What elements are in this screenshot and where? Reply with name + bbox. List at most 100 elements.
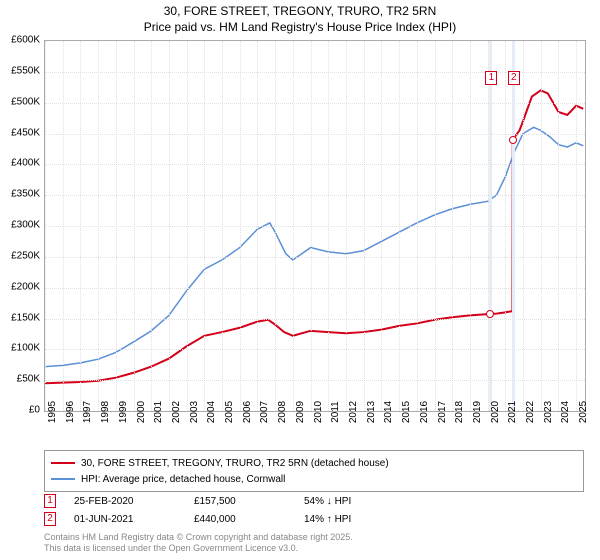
y-tick-label: £200K [11,281,40,292]
footer-attribution: Contains HM Land Registry data © Crown c… [44,532,353,554]
footer-line1: Contains HM Land Registry data © Crown c… [44,532,353,543]
x-tick-label: 2024 [560,401,571,423]
event-point-marker [509,136,517,144]
gridline-v [275,41,276,411]
annotation-row: 2 01-JUN-2021£440,00014% ↑ HPI [44,510,584,528]
gridline-h [45,288,585,289]
chart-title-block: 30, FORE STREET, TREGONY, TRURO, TR2 5RN… [0,0,600,35]
x-tick-label: 2001 [153,401,164,423]
gridline-h [45,257,585,258]
y-tick-label: £500K [11,96,40,107]
event-highlight-band [489,41,492,411]
gridline-h [45,72,585,73]
legend-label: 30, FORE STREET, TREGONY, TRURO, TR2 5RN… [81,458,389,469]
legend-row: HPI: Average price, detached house, Corn… [51,471,577,487]
x-tick-label: 2023 [543,401,554,423]
gridline-v [523,41,524,411]
annotation-date: 25-FEB-2020 [74,496,194,507]
gridline-h [45,164,585,165]
gridline-v [328,41,329,411]
x-tick-label: 2021 [507,401,518,423]
annotation-marker: 2 [44,512,56,526]
gridline-v [80,41,81,411]
x-tick-label: 2025 [578,401,589,423]
y-tick-label: £100K [11,343,40,354]
gridline-v [187,41,188,411]
annotation-row: 1 25-FEB-2020£157,50054% ↓ HPI [44,492,584,510]
x-tick-label: 2005 [224,401,235,423]
y-tick-label: £250K [11,250,40,261]
annotation-price: £157,500 [194,496,304,507]
gridline-v [222,41,223,411]
y-tick-label: £450K [11,127,40,138]
x-tick-label: 2022 [525,401,536,423]
y-tick-label: £550K [11,65,40,76]
footer-line2: This data is licensed under the Open Gov… [44,543,353,554]
annotation-pct: 54% ↓ HPI [304,496,414,507]
gridline-h [45,380,585,381]
gridline-v [399,41,400,411]
y-tick-label: £600K [11,35,40,46]
gridline-v [505,41,506,411]
x-tick-label: 2006 [242,401,253,423]
x-tick-label: 2002 [171,401,182,423]
gridline-v [417,41,418,411]
x-tick-label: 2011 [330,401,341,423]
legend-label: HPI: Average price, detached house, Corn… [81,474,285,485]
legend-swatch [51,478,75,480]
gridline-v [151,41,152,411]
chart-container: 30, FORE STREET, TREGONY, TRURO, TR2 5RN… [0,0,600,560]
y-tick-label: £300K [11,220,40,231]
gridline-h [45,195,585,196]
gridline-h [45,103,585,104]
x-tick-label: 2013 [366,401,377,423]
gridline-v [311,41,312,411]
y-tick-label: £150K [11,312,40,323]
x-tick-label: 2007 [259,401,270,423]
gridline-v [257,41,258,411]
y-tick-label: £350K [11,189,40,200]
gridline-v [470,41,471,411]
legend-swatch [51,462,75,464]
gridline-v [45,41,46,411]
gridline-v [204,41,205,411]
x-tick-label: 2008 [277,401,288,423]
event-point-marker [486,310,494,318]
annotations-table: 1 25-FEB-2020£157,50054% ↓ HPI 2 01-JUN-202… [44,492,584,528]
gridline-v [63,41,64,411]
x-tick-label: 2018 [454,401,465,423]
gridline-v [576,41,577,411]
x-tick-label: 2000 [136,401,147,423]
annotation-marker: 1 [44,494,56,508]
x-tick-label: 2015 [401,401,412,423]
annotation-price: £440,000 [194,514,304,525]
gridline-h [45,134,585,135]
gridline-v [541,41,542,411]
x-tick-label: 2016 [419,401,430,423]
x-tick-label: 2014 [383,401,394,423]
gridline-v [381,41,382,411]
x-tick-label: 2012 [348,401,359,423]
legend-row: 30, FORE STREET, TREGONY, TRURO, TR2 5RN… [51,455,577,471]
x-tick-label: 1995 [47,401,58,423]
event-marker-box: 1 [485,71,497,85]
gridline-h [45,349,585,350]
y-axis: £0£50K£100K£150K£200K£250K£300K£350K£400… [0,40,42,410]
x-tick-label: 2009 [295,401,306,423]
annotation-date: 01-JUN-2021 [74,514,194,525]
annotation-pct: 14% ↑ HPI [304,514,414,525]
gridline-v [116,41,117,411]
y-tick-label: £50K [17,374,40,385]
x-tick-label: 2020 [490,401,501,423]
chart-title-subtitle: Price paid vs. HM Land Registry's House … [0,20,600,36]
gridline-v [558,41,559,411]
x-tick-label: 2004 [206,401,217,423]
y-tick-label: £0 [29,405,40,416]
x-tick-label: 1996 [65,401,76,423]
legend-box: 30, FORE STREET, TREGONY, TRURO, TR2 5RN… [44,450,584,492]
x-tick-label: 2019 [472,401,483,423]
gridline-v [240,41,241,411]
gridline-h [45,226,585,227]
gridline-v [435,41,436,411]
x-axis: 1995199619971998199920002001200220032004… [44,412,584,442]
